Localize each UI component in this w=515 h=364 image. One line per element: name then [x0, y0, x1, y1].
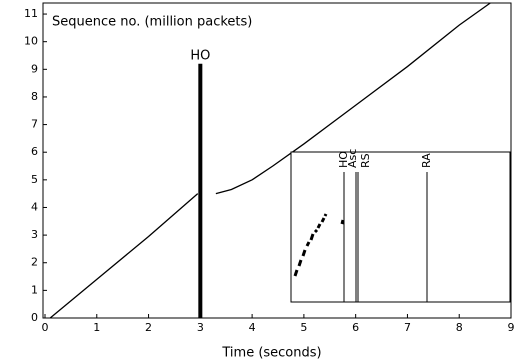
- plot-frame: [42, 2, 512, 319]
- inset-label: HO: [337, 151, 350, 168]
- x-axis-label: Time (seconds): [221, 346, 321, 361]
- x-tick-label: 5: [300, 321, 307, 334]
- inset: HO Asc RS RA: [290, 149, 511, 303]
- y-tick-label: 5: [31, 173, 38, 186]
- series-line: [49, 2, 491, 319]
- x-tick-label: 1: [93, 321, 100, 334]
- chart-title: Sequence no. (million packets): [52, 15, 252, 30]
- y-tick-label: 4: [31, 200, 38, 213]
- y-tick-label: 3: [31, 228, 38, 241]
- y-tick-label: 10: [24, 35, 38, 48]
- y-tick-label: 1: [31, 283, 38, 296]
- annotation-label: HO: [190, 48, 210, 63]
- x-tick-label: 0: [42, 321, 49, 334]
- inset-frame: [290, 151, 511, 303]
- y-tick-label: 8: [31, 90, 38, 103]
- y-tick-label: 11: [24, 7, 38, 20]
- x-tick-label: 7: [404, 321, 411, 334]
- inset-label: Asc: [346, 149, 359, 168]
- y-tick-label: 0: [31, 311, 38, 324]
- y-tick-label: 7: [31, 118, 38, 131]
- x-tick-label: 8: [456, 321, 463, 334]
- x-tick-label: 9: [508, 321, 515, 334]
- x-tick-label: 4: [249, 321, 256, 334]
- inset-packets: [293, 213, 345, 277]
- y-tick-label: 9: [31, 62, 38, 75]
- x-tick-label: 3: [197, 321, 204, 334]
- inset-label: RA: [420, 153, 433, 168]
- inset-label: RS: [359, 153, 372, 168]
- y-tick-label: 2: [31, 256, 38, 269]
- x-tick-label: 2: [145, 321, 152, 334]
- x-tick-label: 6: [352, 321, 359, 334]
- y-tick-label: 6: [31, 145, 38, 158]
